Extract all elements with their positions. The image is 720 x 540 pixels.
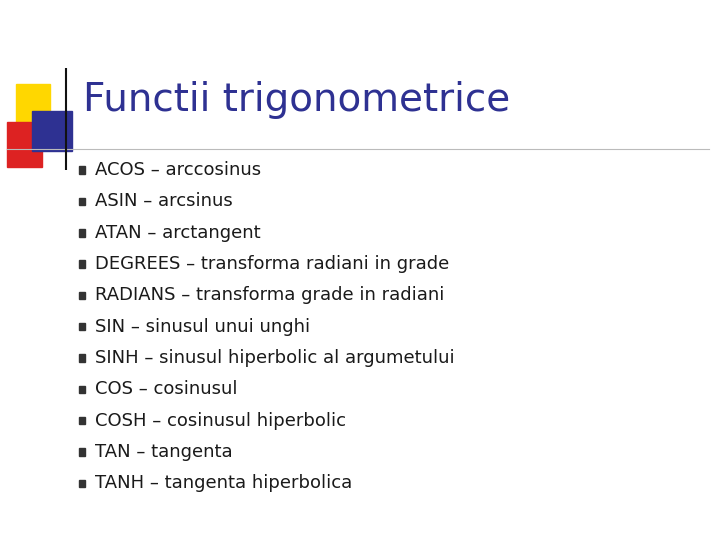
Text: TAN – tangenta: TAN – tangenta	[95, 443, 233, 461]
Text: COSH – cosinusul hiperbolic: COSH – cosinusul hiperbolic	[95, 411, 346, 430]
Text: ATAN – arctangent: ATAN – arctangent	[95, 224, 261, 242]
Text: SINH – sinusul hiperbolic al argumetului: SINH – sinusul hiperbolic al argumetului	[95, 349, 454, 367]
Text: Functii trigonometrice: Functii trigonometrice	[83, 81, 510, 119]
Text: COS – cosinusul: COS – cosinusul	[95, 380, 238, 399]
Text: DEGREES – transforma radiani in grade: DEGREES – transforma radiani in grade	[95, 255, 449, 273]
Text: SIN – sinusul unui unghi: SIN – sinusul unui unghi	[95, 318, 310, 336]
Text: ACOS – arccosinus: ACOS – arccosinus	[95, 161, 261, 179]
Text: TANH – tangenta hiperbolica: TANH – tangenta hiperbolica	[95, 474, 352, 492]
Text: ASIN – arcsinus: ASIN – arcsinus	[95, 192, 233, 211]
Text: RADIANS – transforma grade in radiani: RADIANS – transforma grade in radiani	[95, 286, 444, 305]
